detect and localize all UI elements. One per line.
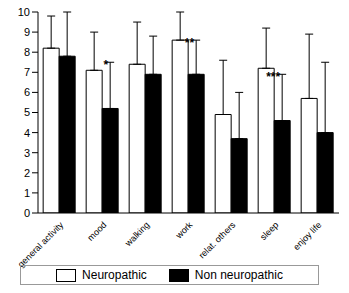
svg-text:8: 8: [24, 46, 30, 58]
svg-text:*: *: [103, 58, 108, 72]
svg-text:7: 7: [24, 66, 30, 78]
svg-text:***: ***: [266, 70, 280, 84]
svg-text:3: 3: [24, 147, 30, 159]
svg-text:10: 10: [18, 6, 30, 18]
svg-text:relat. others: relat. others: [197, 220, 238, 261]
svg-text:2: 2: [24, 167, 30, 179]
svg-text:4: 4: [24, 127, 30, 139]
svg-text:enjoy life: enjoy life: [291, 220, 323, 252]
svg-text:9: 9: [24, 26, 30, 38]
svg-text:mood: mood: [85, 220, 108, 243]
html-text:Neuropathic: Neuropathic: [82, 268, 147, 282]
svg-text:1: 1: [24, 187, 30, 199]
svg-text:0: 0: [24, 207, 30, 219]
html-text:Non neuropathic: Non neuropathic: [194, 268, 283, 282]
svg-text:general activity: general activity: [16, 220, 66, 270]
svg-text:5: 5: [24, 106, 30, 118]
svg-text:walking: walking: [122, 220, 151, 249]
svg-text:work: work: [173, 220, 195, 242]
svg-text:**: **: [185, 36, 195, 50]
svg-text:6: 6: [24, 86, 30, 98]
svg-text:sleep: sleep: [258, 220, 280, 242]
